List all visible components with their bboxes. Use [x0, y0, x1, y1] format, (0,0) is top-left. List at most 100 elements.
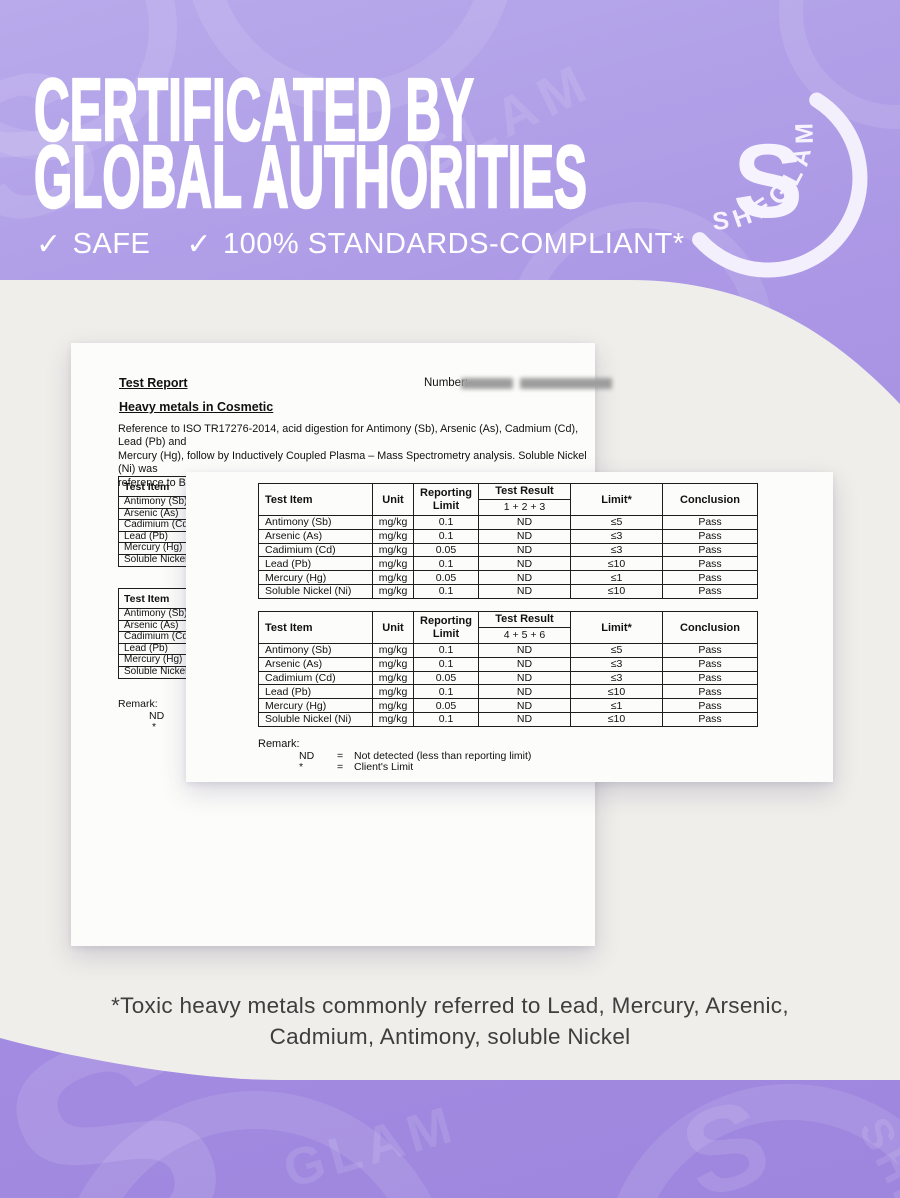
table-cell: ≤1	[570, 698, 663, 713]
table-cell: ND	[478, 556, 571, 572]
table-cell: ND	[478, 515, 571, 530]
table-cell: Pass	[662, 570, 758, 585]
table-cell: mg/kg	[372, 698, 414, 713]
table-cell: Lead (Pb)	[258, 556, 373, 572]
table-row: Cadimium (Cd) mg/kg 0.05 ND ≤3 Pass	[258, 542, 758, 558]
redacted-number	[461, 378, 513, 389]
column-header-conclusion: Conclusion	[662, 483, 758, 516]
table-cell: 0.05	[413, 570, 479, 585]
table-row: * = Client's Limit	[299, 761, 531, 774]
table-cell: 0.05	[413, 542, 479, 558]
column-header-conclusion: Conclusion	[662, 611, 758, 644]
badge-standards-label: 100% STANDARDS-COMPLIANT*	[223, 228, 685, 260]
table-cell: Antimony (Sb)	[258, 515, 373, 530]
table-cell: mg/kg	[372, 528, 414, 544]
badge-safe-label: SAFE	[72, 228, 151, 260]
table-cell: =	[337, 761, 344, 774]
table-row: Antimony (Sb) mg/kg 0.1 ND ≤5 Pass	[258, 643, 758, 658]
checkmark-icon: ✓	[186, 228, 213, 261]
table-cell: Mercury (Hg)	[258, 570, 373, 585]
watermark-glam: GLAM	[277, 1095, 463, 1198]
table-cell: ND	[478, 698, 571, 713]
table-cell: ND	[478, 570, 571, 585]
table-cell: 0.05	[413, 698, 479, 713]
footnote-line-2: Cadmium, Antimony, soluble Nickel	[269, 1024, 631, 1049]
table-cell: *	[299, 761, 304, 774]
table-cell: ≤3	[570, 542, 663, 558]
report-title: Test Report	[119, 376, 188, 390]
column-header-reporting-limit: Reporting Limit	[413, 483, 479, 516]
table-cell: mg/kg	[372, 643, 414, 658]
column-header-test-item: Test Item	[258, 483, 373, 516]
table-cell: Pass	[662, 670, 758, 686]
column-header-unit: Unit	[372, 611, 414, 644]
table-cell: ≤3	[570, 528, 663, 544]
table-cell: ≤3	[570, 670, 663, 686]
watermark-she: SHE	[849, 1110, 900, 1198]
table-cell: Pass	[662, 583, 758, 599]
results-table-2: Test Item Unit Reporting Limit Test Resu…	[258, 611, 758, 727]
table-cell: ND	[478, 542, 571, 558]
watermark-monogram: S	[667, 1073, 785, 1198]
table-row: Arsenic (As) mg/kg 0.1 ND ≤3 Pass	[258, 656, 758, 672]
checkmark-icon: ✓	[36, 228, 62, 261]
table-cell: mg/kg	[372, 684, 414, 700]
table-row: Lead (Pb) mg/kg 0.1 ND ≤10 Pass	[258, 684, 758, 700]
table-cell: Arsenic (As)	[258, 656, 373, 672]
report-section-title: Heavy metals in Cosmetic	[119, 400, 274, 414]
table-cell: mg/kg	[372, 656, 414, 672]
table-cell: Soluble Nickel (Ni)	[258, 583, 373, 599]
table-cell: Soluble Nickel (Ni)	[258, 711, 373, 727]
table-cell: Pass	[662, 556, 758, 572]
table-row: Arsenic (As) mg/kg 0.1 ND ≤3 Pass	[258, 528, 758, 544]
column-header-reporting-limit: Reporting Limit	[413, 611, 479, 644]
table-cell: ND	[478, 528, 571, 544]
table-cell: 0.1	[413, 684, 479, 700]
test-result-label: Test Result	[479, 613, 570, 628]
table-cell: 0.1	[413, 528, 479, 544]
remark-block: Remark: ND = Not detected (less than repor…	[258, 738, 531, 773]
column-header-limit: Limit*	[570, 483, 663, 516]
table-cell: mg/kg	[372, 542, 414, 558]
results-table-1: Test Item Unit Reporting Limit Test Resu…	[258, 483, 758, 599]
column-header-unit: Unit	[372, 483, 414, 516]
table-cell: ≤1	[570, 570, 663, 585]
title-line-2: GLOBAL AUTHORITIES	[33, 127, 588, 226]
table-cell: mg/kg	[372, 711, 414, 727]
table-cell: mg/kg	[372, 556, 414, 572]
table-cell: ≤3	[570, 656, 663, 672]
table-cell: Pass	[662, 528, 758, 544]
column-header-test-result: Test Result 1 + 2 + 3	[478, 483, 571, 516]
logo-ring	[692, 92, 868, 278]
column-header-limit: Limit*	[570, 611, 663, 644]
table-cell: Pass	[662, 515, 758, 530]
badge-safe: ✓ SAFE	[36, 227, 150, 262]
table-cell: Pass	[662, 542, 758, 558]
logo-monogram: S	[733, 123, 803, 240]
table-cell: ≤5	[570, 515, 663, 530]
table-cell: ND	[478, 656, 571, 672]
table-row: Mercury (Hg) mg/kg 0.05 ND ≤1 Pass	[258, 698, 758, 713]
test-result-group: 1 + 2 + 3	[503, 501, 546, 513]
table-cell: Pass	[662, 684, 758, 700]
sheglam-logo: SHEGLAM S	[692, 92, 868, 278]
table-row: Cadimium (Cd) mg/kg 0.05 ND ≤3 Pass	[258, 670, 758, 686]
table-row: Mercury (Hg) mg/kg 0.05 ND ≤1 Pass	[258, 570, 758, 585]
table-cell: ≤10	[570, 684, 663, 700]
test-result-group: 4 + 5 + 6	[503, 629, 546, 641]
test-result-label: Test Result	[479, 485, 570, 500]
table-cell: 0.1	[413, 643, 479, 658]
table-cell: Client's Limit	[354, 761, 414, 774]
column-header-test-item: Test Item	[258, 611, 373, 644]
table-cell: mg/kg	[372, 515, 414, 530]
table-cell: ND	[478, 684, 571, 700]
table-cell: 0.1	[413, 515, 479, 530]
table-header-row: Test Item Unit Reporting Limit Test Resu…	[258, 483, 758, 516]
table-cell: 0.05	[413, 670, 479, 686]
footnote-line-1: *Toxic heavy metals commonly referred to…	[111, 993, 789, 1018]
table-cell: Mercury (Hg)	[258, 698, 373, 713]
redacted-number	[520, 378, 612, 389]
table-cell: Pass	[662, 711, 758, 727]
table-cell: ≤10	[570, 583, 663, 599]
